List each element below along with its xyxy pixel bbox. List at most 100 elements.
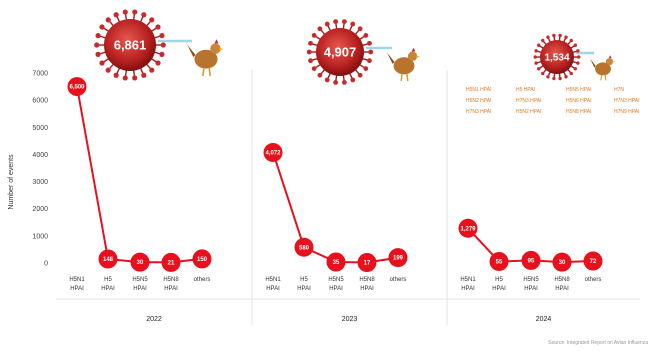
category-label-line: H5N5 xyxy=(523,277,539,283)
virus-icon: 4,907 xyxy=(306,19,374,85)
subtype-note: H5 HPAI xyxy=(516,87,535,93)
year-total-label: 4,907 xyxy=(324,45,357,60)
category-label-line: HPAI xyxy=(164,286,178,292)
year-total-label: 1,534 xyxy=(544,53,569,64)
virus-spike-tip xyxy=(350,21,356,27)
virus-spike-tip xyxy=(95,51,101,57)
chicken-body xyxy=(393,57,415,75)
virus-spike-tip xyxy=(122,9,128,15)
data-point xyxy=(489,252,509,272)
virus-spike-tip xyxy=(149,67,155,73)
virus-icon: 6,861 xyxy=(94,9,166,81)
virus-body xyxy=(316,28,364,76)
chicken-body xyxy=(595,62,611,76)
category-label: H5 HPAI xyxy=(101,277,115,292)
series-line xyxy=(272,152,399,264)
category-label-line: others xyxy=(194,277,211,283)
virus-spike-tip xyxy=(308,40,313,46)
category-label: H5N5 HPAI xyxy=(132,277,148,292)
category-label-line: H5N8 xyxy=(359,277,375,283)
virus-spike-tip xyxy=(324,77,330,83)
data-point xyxy=(192,249,212,269)
chicken-tail xyxy=(187,44,196,58)
subtype-note: H7N9 HPAI xyxy=(614,109,639,115)
data-label: 199 xyxy=(393,256,404,262)
chicken-leg xyxy=(208,67,211,77)
category-label: H5N1 HPAI xyxy=(265,277,281,292)
y-tick-label: 1000 xyxy=(32,233,48,240)
virus-spike-tip xyxy=(552,33,556,38)
virus-spike-tip xyxy=(357,72,363,78)
virus-spike-tip xyxy=(546,75,550,79)
data-point xyxy=(388,248,408,268)
category-label: H5 HPAI xyxy=(492,277,506,292)
category-label-line: H5N8 xyxy=(554,277,570,283)
virus-spike-tip xyxy=(95,33,101,39)
virus-spike-tip xyxy=(577,55,581,59)
virus-spike-tip xyxy=(541,38,545,43)
virus-spike-tip xyxy=(541,71,545,76)
category-label: H5 HPAI xyxy=(297,277,311,292)
category-label-line: H5N1 xyxy=(265,277,281,283)
y-tick-label: 5000 xyxy=(32,125,48,132)
category-label-line: HPAI xyxy=(133,286,147,292)
subtype-note: H5N5 HPAI xyxy=(566,87,591,93)
subtype-note: H7N3 HPAI xyxy=(614,98,639,104)
chicken-comb xyxy=(214,39,219,44)
chicken-leg xyxy=(400,73,403,82)
subtype-note: H5N8 HPAI xyxy=(566,109,591,115)
virus-spike-tip xyxy=(324,21,330,27)
virus-spike-tip xyxy=(341,19,347,24)
chicken-head xyxy=(407,51,418,62)
category-label-line: H5N1 xyxy=(460,277,476,283)
category-label: H5N1 HPAI xyxy=(460,277,476,292)
virus-spike-tip xyxy=(105,17,111,23)
category-label: H5N1 HPAI xyxy=(69,277,85,292)
virus-spike-tip xyxy=(341,80,347,85)
virus-spike-tip xyxy=(552,76,556,81)
category-label-line: HPAI xyxy=(101,286,115,292)
category-label-line: H5 xyxy=(495,277,503,283)
chicken-beak xyxy=(416,55,421,58)
subtype-note: H7N3 HPAI xyxy=(516,98,541,104)
virus-spike-tip xyxy=(573,67,578,71)
y-axis-label: Number of events xyxy=(8,154,15,210)
category-label-line: HPAI xyxy=(492,286,506,292)
category-label-line: HPAI xyxy=(555,286,569,292)
chicken-leg xyxy=(600,74,603,81)
category-label-line: HPAI xyxy=(266,286,280,292)
category-label-line: HPAI xyxy=(329,286,343,292)
category-label: others xyxy=(390,277,407,283)
data-label: 35 xyxy=(333,260,340,266)
virus-spike-tip xyxy=(558,76,562,81)
data-label: 148 xyxy=(103,257,114,263)
data-label: 95 xyxy=(528,258,535,264)
data-point xyxy=(583,251,603,271)
data-point xyxy=(98,249,118,269)
category-label: H5N5 HPAI xyxy=(328,277,344,292)
chicken-icon xyxy=(386,47,421,82)
virus-spike-tip xyxy=(317,26,323,32)
category-label-line: H5N5 xyxy=(132,277,148,283)
chicken-beak xyxy=(612,60,616,63)
virus-spike-tip xyxy=(569,71,573,76)
virus-spike-tip xyxy=(311,66,317,72)
virus-spike-tip xyxy=(105,67,111,73)
year-label: 2022 xyxy=(146,316,162,323)
data-point xyxy=(326,252,346,272)
data-point xyxy=(552,252,572,272)
data-point xyxy=(458,218,478,238)
virus-spike-tip xyxy=(306,49,312,55)
subtype-note: H7N3 HPAI xyxy=(466,109,491,115)
chicken-tail xyxy=(590,58,596,68)
chicken-leg xyxy=(406,73,409,82)
data-label: 21 xyxy=(168,260,175,266)
data-point xyxy=(294,237,314,257)
virus-icon: 1,534 xyxy=(533,33,581,81)
data-point xyxy=(130,252,150,272)
data-label: 6,500 xyxy=(69,85,85,91)
virus-spike-tip xyxy=(333,80,339,85)
virus-spike-tip xyxy=(350,77,356,83)
